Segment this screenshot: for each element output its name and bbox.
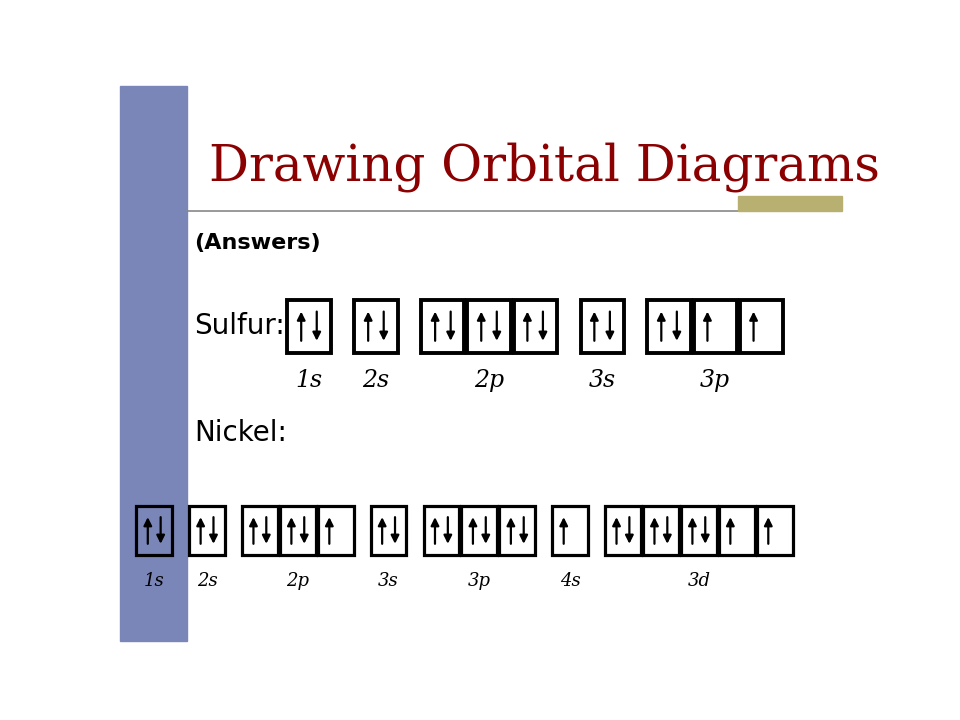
- Bar: [694, 300, 736, 353]
- Bar: [499, 506, 535, 555]
- Text: 2p: 2p: [286, 572, 309, 590]
- Text: 3s: 3s: [588, 369, 615, 392]
- Text: 2p: 2p: [474, 369, 504, 392]
- Bar: [136, 506, 172, 555]
- Bar: [514, 300, 557, 353]
- Bar: [287, 300, 330, 353]
- Text: (Answers): (Answers): [194, 233, 321, 253]
- Bar: [756, 506, 793, 555]
- Bar: [462, 506, 497, 555]
- Text: 3p: 3p: [700, 369, 731, 392]
- Bar: [280, 506, 316, 555]
- Bar: [242, 506, 277, 555]
- Bar: [719, 506, 755, 555]
- Bar: [737, 196, 842, 211]
- Bar: [189, 506, 225, 555]
- Text: 3d: 3d: [687, 572, 710, 590]
- Bar: [681, 506, 717, 555]
- Text: 2s: 2s: [362, 369, 390, 392]
- Text: 3s: 3s: [378, 572, 399, 590]
- Bar: [581, 300, 624, 353]
- Bar: [605, 506, 641, 555]
- Bar: [371, 506, 406, 555]
- Bar: [643, 506, 679, 555]
- Bar: [318, 506, 353, 555]
- Bar: [468, 300, 511, 353]
- Bar: [423, 506, 459, 555]
- Text: 3p: 3p: [468, 572, 491, 590]
- Bar: [354, 300, 397, 353]
- Text: 4s: 4s: [560, 572, 581, 590]
- Bar: [120, 86, 187, 641]
- Text: Drawing Orbital Diagrams: Drawing Orbital Diagrams: [209, 142, 880, 192]
- Bar: [647, 300, 690, 353]
- Bar: [552, 506, 588, 555]
- Bar: [421, 300, 465, 353]
- Text: Sulfur:: Sulfur:: [194, 312, 285, 340]
- Text: Nickel:: Nickel:: [194, 419, 287, 447]
- Text: 2s: 2s: [197, 572, 217, 590]
- Bar: [740, 300, 783, 353]
- Text: 1s: 1s: [144, 572, 164, 590]
- Text: 1s: 1s: [296, 369, 323, 392]
